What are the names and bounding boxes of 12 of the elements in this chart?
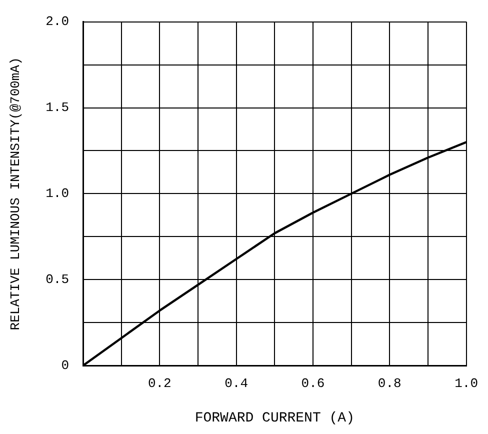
y-tick-label: 2.0 — [46, 14, 70, 30]
y-tick-label: 0.5 — [46, 272, 70, 288]
y-tick-label: 1.5 — [46, 100, 70, 116]
y-tick-label: 1.0 — [46, 186, 70, 202]
x-tick-label: 0.6 — [301, 376, 325, 391]
x-tick-label: 1.0 — [454, 376, 478, 391]
x-tick-label: 0.8 — [378, 376, 402, 391]
x-axis-title: FORWARD CURRENT (A) — [194, 410, 354, 426]
x-tick-label: 0.2 — [148, 376, 172, 391]
y-tick-label: 0 — [61, 358, 70, 374]
y-axis-title: RELATIVE LUMINOUS INTENSITY(@700mA) — [8, 57, 24, 330]
x-tick-label: 0.4 — [224, 376, 248, 391]
